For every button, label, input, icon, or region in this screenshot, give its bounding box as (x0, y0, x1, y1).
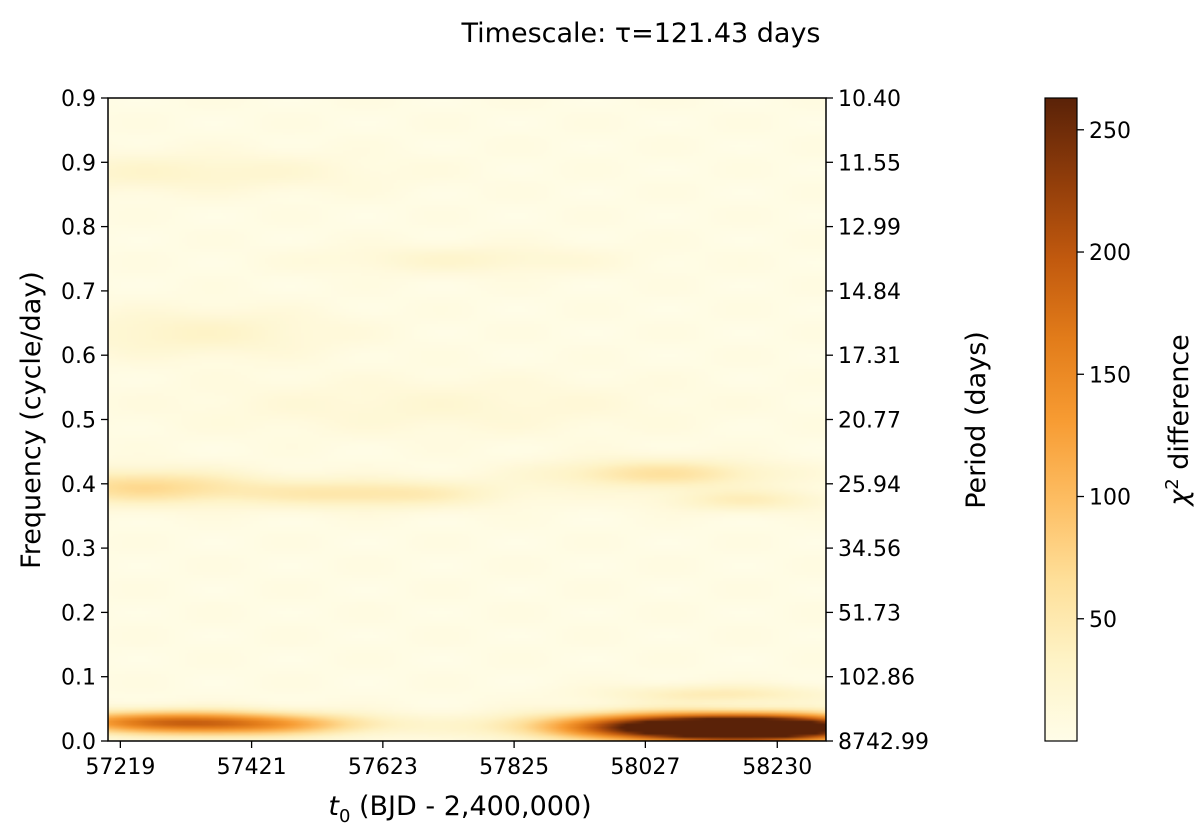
y-axis-right-label: Period (days) (961, 331, 992, 509)
x-tick-label: 57623 (348, 755, 418, 780)
x-tick-label: 57825 (479, 755, 549, 780)
y-left-tick-label: 0.1 (61, 666, 96, 691)
x-tick-label: 57219 (85, 755, 155, 780)
y-right-tick-label: 17.31 (838, 344, 901, 369)
y-right-tick-label: 25.94 (838, 473, 901, 498)
y-left-tick-label: 0.6 (61, 344, 96, 369)
y-right-tick-label: 14.84 (838, 280, 901, 305)
x-axis-label: t0 (BJD - 2,400,000) (328, 791, 591, 827)
x-axis: 57219 57421 57623 57825 58027 58230 (85, 741, 812, 780)
y-left-tick-label: 0.9 (61, 151, 96, 176)
y-right-tick-label: 8742.99 (838, 730, 929, 755)
y-left-tick-label: 0.2 (61, 601, 96, 626)
y-right-tick-label: 20.77 (838, 409, 901, 434)
y-left-tick-label: 0.0 (61, 730, 96, 755)
x-tick-label: 57421 (217, 755, 287, 780)
x-tick-label: 58230 (742, 755, 812, 780)
y-left-tick-label: 0.4 (61, 473, 96, 498)
y-axis-left: 0.0 0.1 0.2 0.3 0.4 0.5 0.6 0.7 0.8 0.9 0.9 (61, 87, 108, 755)
y-right-tick-label: 51.73 (838, 601, 901, 626)
y-left-tick-label: 0.8 (61, 216, 96, 241)
colorbar-tick-label: 50 (1089, 608, 1117, 633)
colorbar-tick-label: 150 (1089, 363, 1131, 388)
y-right-tick-label: 102.86 (838, 666, 915, 691)
x-tick-label: 58027 (610, 755, 680, 780)
colorbar-axis: 50 100 150 200 250 (1077, 119, 1131, 633)
heatmap-image (108, 98, 826, 741)
y-left-tick-label: 0.9 (61, 87, 96, 112)
colorbar (1044, 97, 1078, 742)
y-right-tick-label: 34.56 (838, 537, 901, 562)
colorbar-tick-label: 200 (1089, 241, 1131, 266)
colorbar-label: χ2 difference (1162, 334, 1195, 508)
chart-title: Timescale: τ=121.43 days (461, 18, 821, 49)
y-right-tick-label: 11.55 (838, 151, 901, 176)
y-right-tick-label: 10.40 (838, 87, 901, 112)
y-left-tick-label: 0.5 (61, 409, 96, 434)
y-left-tick-label: 0.3 (61, 537, 96, 562)
y-left-tick-label: 0.7 (61, 280, 96, 305)
y-axis-right: 8742.99 102.86 51.73 34.56 25.94 20.77 17.31 14… (826, 87, 929, 755)
y-right-tick-label: 12.99 (838, 216, 901, 241)
heatmap (108, 98, 826, 741)
colorbar-tick-label: 100 (1089, 486, 1131, 511)
colorbar-tick-label: 250 (1089, 119, 1131, 144)
y-axis-left-label: Frequency (cycle/day) (16, 271, 47, 569)
